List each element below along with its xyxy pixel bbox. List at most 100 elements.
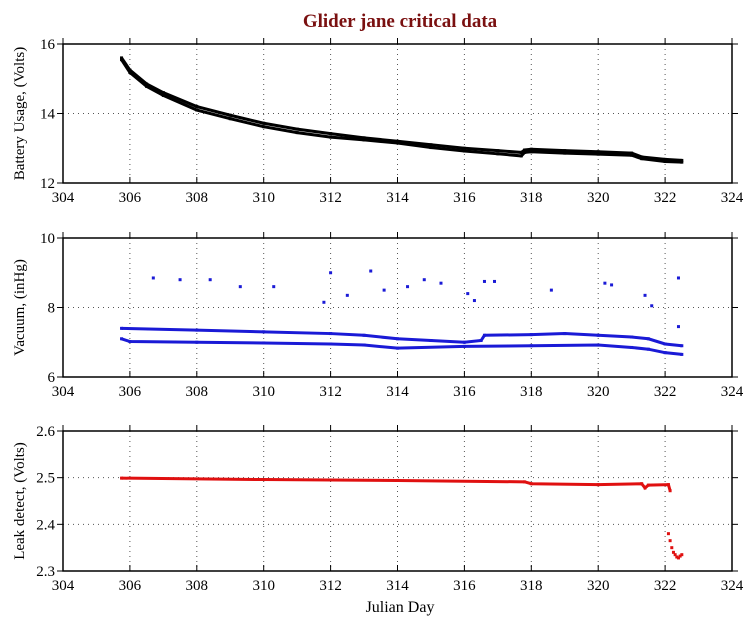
data-point bbox=[120, 337, 124, 341]
data-point bbox=[362, 136, 366, 140]
data-point bbox=[120, 476, 124, 480]
data-point bbox=[128, 70, 132, 74]
data-point bbox=[563, 151, 567, 155]
y-tick-label: 2.5 bbox=[36, 471, 55, 487]
plot-frame bbox=[62, 237, 733, 378]
x-tick-label: 308 bbox=[186, 384, 209, 400]
data-point bbox=[523, 148, 527, 152]
y-tick-label: 2.6 bbox=[36, 424, 55, 440]
data-point bbox=[596, 343, 600, 347]
data-point bbox=[161, 91, 165, 95]
x-tick-label: 322 bbox=[654, 384, 677, 400]
series-lower bbox=[120, 58, 684, 164]
series-line bbox=[121, 476, 672, 492]
data-point bbox=[362, 138, 366, 142]
data-point bbox=[362, 333, 366, 337]
data-point bbox=[329, 135, 333, 139]
data-point bbox=[462, 344, 466, 348]
y-axis-label: Battery Usage, (Volts) bbox=[12, 47, 28, 180]
series-line bbox=[121, 337, 682, 356]
data-point bbox=[151, 276, 155, 280]
data-point bbox=[663, 159, 667, 163]
data-point bbox=[529, 482, 533, 486]
data-point bbox=[262, 125, 266, 129]
x-tick-label: 314 bbox=[386, 578, 409, 594]
x-tick-label: 308 bbox=[186, 578, 209, 594]
y-tick-label: 6 bbox=[48, 370, 56, 386]
x-tick-label: 310 bbox=[252, 384, 275, 400]
data-point bbox=[362, 343, 366, 347]
x-tick-label: 312 bbox=[319, 578, 342, 594]
x-tick-label: 306 bbox=[119, 578, 142, 594]
data-point bbox=[668, 539, 672, 543]
data-point bbox=[523, 480, 527, 484]
data-point bbox=[680, 344, 684, 348]
x-tick-label: 310 bbox=[252, 190, 275, 206]
data-point bbox=[640, 482, 644, 486]
data-point bbox=[145, 82, 149, 86]
data-point bbox=[272, 285, 276, 289]
data-point bbox=[369, 269, 373, 273]
data-point bbox=[472, 299, 476, 303]
data-point bbox=[238, 285, 242, 289]
data-point bbox=[529, 344, 533, 348]
data-point bbox=[680, 553, 684, 557]
series-line bbox=[120, 58, 682, 164]
data-point bbox=[680, 352, 684, 356]
data-point bbox=[680, 160, 684, 164]
data-point bbox=[630, 153, 634, 157]
x-tick-label: 312 bbox=[319, 384, 342, 400]
x-tick-label: 324 bbox=[721, 190, 744, 206]
data-point bbox=[429, 146, 433, 150]
data-point bbox=[663, 157, 667, 161]
data-point bbox=[429, 339, 433, 343]
x-tick-label: 306 bbox=[119, 384, 142, 400]
y-tick-label: 2.3 bbox=[36, 564, 55, 580]
x-tick-label: 318 bbox=[520, 384, 543, 400]
data-point bbox=[482, 333, 486, 337]
x-tick-label: 322 bbox=[654, 190, 677, 206]
data-point bbox=[262, 478, 266, 482]
x-tick-label: 306 bbox=[119, 190, 142, 206]
data-point bbox=[396, 346, 399, 350]
x-tick-label: 324 bbox=[721, 384, 744, 400]
data-point bbox=[630, 335, 634, 339]
series-lower bbox=[120, 337, 684, 356]
data-point bbox=[670, 546, 674, 550]
data-point bbox=[195, 340, 199, 344]
x-tick-label: 304 bbox=[52, 384, 75, 400]
data-point bbox=[228, 117, 232, 121]
data-point bbox=[195, 105, 199, 109]
data-point bbox=[529, 150, 533, 154]
x-tick-label: 308 bbox=[186, 190, 209, 206]
data-point bbox=[120, 326, 124, 330]
data-point bbox=[479, 339, 483, 343]
data-point bbox=[195, 328, 199, 332]
data-point bbox=[178, 278, 182, 282]
data-point bbox=[678, 554, 682, 558]
data-point bbox=[329, 342, 333, 346]
data-point bbox=[439, 281, 443, 285]
data-point bbox=[329, 271, 333, 275]
data-point bbox=[462, 146, 466, 150]
data-point bbox=[262, 341, 266, 345]
data-point bbox=[596, 483, 600, 487]
data-point bbox=[680, 158, 684, 162]
x-tick-label: 318 bbox=[520, 190, 543, 206]
y-tick-label: 2.4 bbox=[36, 517, 55, 533]
y-tick-label: 16 bbox=[40, 37, 56, 53]
series-main bbox=[120, 476, 672, 493]
y-tick-label: 14 bbox=[40, 107, 56, 123]
x-tick-label: 324 bbox=[721, 578, 744, 594]
data-point bbox=[329, 332, 333, 336]
panel-2: 304 306 308 310 312 314 316 318 320 322 324 2.3 2.4 2… bbox=[12, 424, 744, 594]
data-point bbox=[422, 278, 426, 282]
data-point bbox=[519, 150, 523, 154]
y-axis-label: Vacuum, (inHg) bbox=[12, 259, 28, 356]
data-point bbox=[529, 147, 533, 151]
series-upper bbox=[120, 326, 684, 348]
data-point bbox=[128, 340, 132, 344]
data-point bbox=[549, 288, 553, 292]
data-point bbox=[145, 84, 149, 88]
series-drop bbox=[666, 532, 684, 560]
